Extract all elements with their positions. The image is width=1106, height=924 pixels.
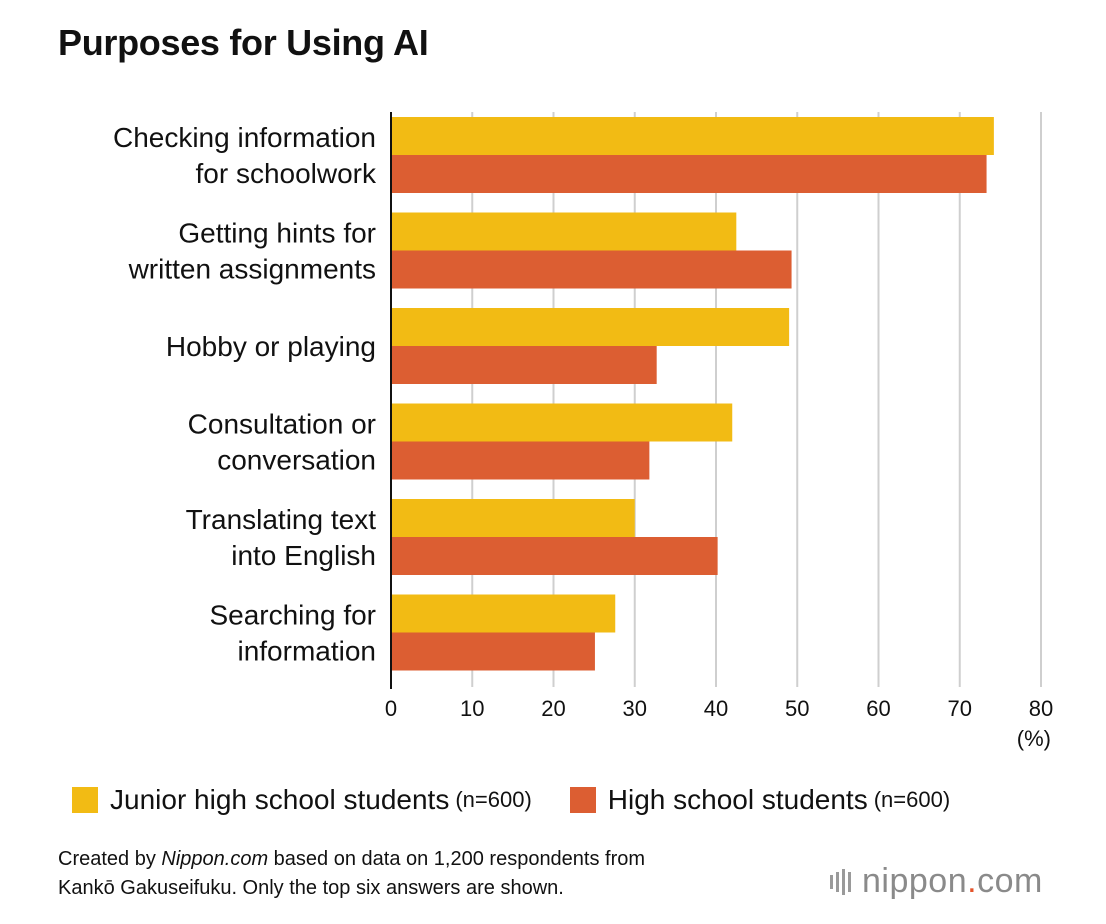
footnote: Created by Nippon.com based on data on 1… bbox=[58, 845, 818, 903]
footnote-text-3: Kankō Gakuseifuku. Only the top six answ… bbox=[58, 877, 564, 899]
category-label-5-line-1: information bbox=[237, 636, 376, 667]
x-tick-label-0: 0 bbox=[385, 696, 397, 721]
category-label-0-line-0: Checking information bbox=[113, 122, 376, 153]
bar-s0-c0 bbox=[391, 117, 994, 155]
bar-s1-c2 bbox=[391, 346, 657, 384]
x-tick-label-70: 70 bbox=[948, 696, 972, 721]
x-tick-label-60: 60 bbox=[866, 696, 890, 721]
legend: Junior high school students (n=600) High… bbox=[72, 784, 988, 816]
bar-s0-c3 bbox=[391, 403, 733, 442]
bar-s0-c5 bbox=[391, 594, 616, 633]
bar-chart: 0 10 20 30 40 50 60 70 80 (%) Checking information… bbox=[113, 112, 1053, 751]
category-label-5: Searching for information bbox=[209, 600, 376, 667]
brand-dot: . bbox=[967, 862, 978, 900]
footnote-source-site: Nippon.com bbox=[161, 848, 269, 870]
legend-n-high-school: (n=600) bbox=[873, 787, 951, 812]
category-label-5-line-0: Searching for bbox=[209, 600, 376, 631]
legend-label-high-school: High school students bbox=[607, 784, 868, 815]
chart-title: Purposes for Using AI bbox=[58, 22, 429, 63]
x-tick-label-20: 20 bbox=[541, 696, 565, 721]
category-label-1-line-0: Getting hints for bbox=[178, 218, 376, 249]
brand-tld: com bbox=[977, 862, 1043, 900]
bar-s1-c3 bbox=[391, 441, 650, 480]
brand-name: nippon bbox=[862, 862, 968, 900]
bars bbox=[391, 117, 994, 671]
brand-bars-icon bbox=[830, 868, 854, 895]
category-label-4: Translating text into English bbox=[186, 504, 377, 571]
footnote-text-1: Created by bbox=[58, 848, 162, 870]
legend-swatch-high-school bbox=[569, 787, 596, 813]
x-tick-label-80: 80 bbox=[1029, 696, 1053, 721]
x-tick-label-40: 40 bbox=[704, 696, 728, 721]
category-label-0-line-1: for schoolwork bbox=[195, 158, 377, 189]
category-label-1: Getting hints for written assignments bbox=[128, 218, 376, 285]
bar-s1-c1 bbox=[391, 250, 792, 289]
nippon-com-logo: nippon. com bbox=[830, 862, 1043, 901]
legend-swatch-junior-high bbox=[72, 787, 98, 813]
bar-s1-c0 bbox=[391, 155, 987, 193]
legend-n-junior-high: (n=600) bbox=[455, 787, 532, 812]
category-label-3-line-0: Consultation or bbox=[188, 409, 376, 440]
bar-s1-c5 bbox=[391, 632, 595, 671]
x-unit-label: (%) bbox=[1017, 726, 1051, 751]
category-label-3-line-1: conversation bbox=[217, 445, 376, 476]
bar-s1-c4 bbox=[391, 537, 718, 575]
category-label-1-line-1: written assignments bbox=[128, 254, 376, 285]
footnote-text-2: based on data on 1,200 respondents from bbox=[268, 848, 646, 870]
bar-s0-c2 bbox=[391, 308, 790, 346]
bar-s0-c1 bbox=[391, 212, 737, 251]
x-tick-label-10: 10 bbox=[460, 696, 484, 721]
bar-s0-c4 bbox=[391, 499, 635, 537]
category-label-2: Hobby or playing bbox=[166, 331, 376, 362]
legend-label-junior-high: Junior high school students bbox=[110, 784, 450, 815]
x-tick-label-50: 50 bbox=[785, 696, 809, 721]
x-tick-label-30: 30 bbox=[623, 696, 647, 721]
gridlines bbox=[471, 112, 1042, 687]
labels: 0 10 20 30 40 50 60 70 80 (%) Checking information… bbox=[113, 122, 1053, 751]
legend-item-high-school: High school students (n=600) bbox=[569, 784, 951, 816]
category-label-0: Checking information for schoolwork bbox=[113, 122, 377, 189]
category-label-4-line-0: Translating text bbox=[186, 504, 377, 535]
legend-item-junior-high: Junior high school students (n=600) bbox=[72, 784, 532, 816]
category-label-4-line-1: into English bbox=[231, 540, 376, 571]
category-label-3: Consultation or conversation bbox=[188, 409, 376, 476]
